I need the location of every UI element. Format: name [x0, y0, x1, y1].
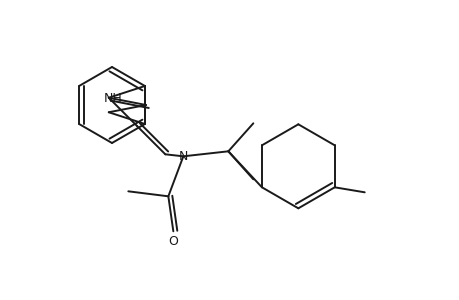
Text: O: O	[168, 235, 178, 248]
Text: NH: NH	[103, 92, 122, 105]
Text: N: N	[178, 150, 188, 163]
